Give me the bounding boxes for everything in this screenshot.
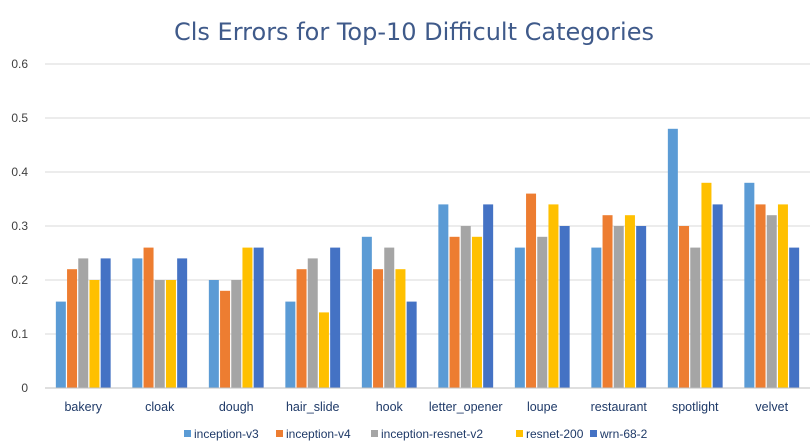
bar-spotlight-inception-v3 xyxy=(667,128,678,389)
bar-hair_slide-inception-v4 xyxy=(296,269,307,388)
bar-hook-inception-v3 xyxy=(361,236,372,388)
x-tick-label: hook xyxy=(376,400,404,414)
bar-dough-wrn-68-2 xyxy=(253,247,264,388)
x-tick-label: hair_slide xyxy=(286,400,340,414)
bar-letter_opener-inception-v4 xyxy=(449,236,460,388)
bar-loupe-inception-v3 xyxy=(514,247,525,388)
bar-spotlight-wrn-68-2 xyxy=(712,204,723,388)
legend-swatch xyxy=(371,430,378,437)
bar-hair_slide-inception-resnet-v2 xyxy=(307,258,318,388)
bar-velvet-resnet-200 xyxy=(777,204,788,388)
bar-dough-inception-resnet-v2 xyxy=(231,280,242,388)
bar-bakery-resnet-200 xyxy=(89,280,100,388)
x-tick-label: cloak xyxy=(145,400,175,414)
x-axis-ticks: bakery cloak dough hair_slide hook letter_ope… xyxy=(64,400,788,414)
bar-restaurant-inception-v4 xyxy=(602,215,613,388)
y-axis-ticks: 0 0.1 0.2 0.3 0.4 0.5 0.6 xyxy=(11,57,28,395)
bars xyxy=(55,128,800,389)
legend-swatch xyxy=(276,430,283,437)
x-tick-label: dough xyxy=(219,400,254,414)
bar-restaurant-wrn-68-2 xyxy=(636,226,647,388)
bar-loupe-wrn-68-2 xyxy=(559,226,570,388)
y-tick-label: 0.4 xyxy=(11,165,28,179)
x-tick-label: spotlight xyxy=(672,400,719,414)
bar-hook-inception-resnet-v2 xyxy=(384,247,395,388)
bar-letter_opener-resnet-200 xyxy=(471,236,482,388)
bar-bakery-inception-resnet-v2 xyxy=(78,258,89,388)
legend-label: wrn-68-2 xyxy=(599,427,648,441)
bar-hook-inception-v4 xyxy=(373,269,384,388)
bar-dough-inception-v4 xyxy=(220,290,231,388)
bar-bakery-wrn-68-2 xyxy=(100,258,111,388)
bar-bakery-inception-v3 xyxy=(55,301,66,388)
bar-velvet-inception-v4 xyxy=(755,204,766,388)
bar-velvet-inception-resnet-v2 xyxy=(766,215,777,388)
bar-letter_opener-inception-resnet-v2 xyxy=(460,226,471,388)
bar-cloak-wrn-68-2 xyxy=(177,258,188,388)
legend-swatch xyxy=(590,430,597,437)
bar-cloak-inception-v3 xyxy=(132,258,143,388)
x-tick-label: restaurant xyxy=(591,400,648,414)
bar-letter_opener-wrn-68-2 xyxy=(483,204,494,388)
bar-dough-resnet-200 xyxy=(242,247,253,388)
legend-label: inception-v3 xyxy=(194,427,259,441)
x-tick-label: letter_opener xyxy=(429,400,503,414)
bar-bakery-inception-v4 xyxy=(67,269,78,388)
bar-loupe-resnet-200 xyxy=(548,204,559,388)
legend-label: inception-v4 xyxy=(286,427,351,441)
chart-title: Cls Errors for Top-10 Difficult Categori… xyxy=(174,18,654,46)
y-tick-label: 0 xyxy=(21,381,28,395)
bar-restaurant-resnet-200 xyxy=(624,215,635,388)
bar-restaurant-inception-v3 xyxy=(591,247,602,388)
y-tick-label: 0.2 xyxy=(11,273,28,287)
bar-hair_slide-resnet-200 xyxy=(318,312,329,388)
bar-velvet-inception-v3 xyxy=(744,182,755,388)
x-tick-label: bakery xyxy=(64,400,102,414)
y-tick-label: 0.5 xyxy=(11,111,28,125)
legend-swatch xyxy=(184,430,191,437)
bar-hair_slide-wrn-68-2 xyxy=(330,247,341,388)
bar-cloak-resnet-200 xyxy=(165,280,176,388)
legend: inception-v3 inception-v4 inception-resnet… xyxy=(184,427,648,441)
bar-restaurant-inception-resnet-v2 xyxy=(613,226,624,388)
bar-cloak-inception-v4 xyxy=(143,247,154,388)
bar-velvet-wrn-68-2 xyxy=(789,247,800,388)
bar-letter_opener-inception-v3 xyxy=(438,204,449,388)
bar-spotlight-inception-v4 xyxy=(679,226,690,388)
bar-loupe-inception-v4 xyxy=(526,193,537,388)
bar-dough-inception-v3 xyxy=(208,280,219,388)
bar-loupe-inception-resnet-v2 xyxy=(537,236,548,388)
bar-hair_slide-inception-v3 xyxy=(285,301,296,388)
y-tick-label: 0.1 xyxy=(11,327,28,341)
legend-label: inception-resnet-v2 xyxy=(381,427,483,441)
bar-hook-wrn-68-2 xyxy=(406,301,417,388)
y-tick-label: 0.3 xyxy=(11,219,28,233)
bar-spotlight-inception-resnet-v2 xyxy=(690,247,701,388)
bar-hook-resnet-200 xyxy=(395,269,406,388)
bar-cloak-inception-resnet-v2 xyxy=(154,280,165,388)
legend-swatch xyxy=(516,430,523,437)
x-tick-label: loupe xyxy=(527,400,558,414)
x-tick-label: velvet xyxy=(755,400,788,414)
y-tick-label: 0.6 xyxy=(11,57,28,71)
legend-label: resnet-200 xyxy=(526,427,584,441)
bar-spotlight-resnet-200 xyxy=(701,182,712,388)
